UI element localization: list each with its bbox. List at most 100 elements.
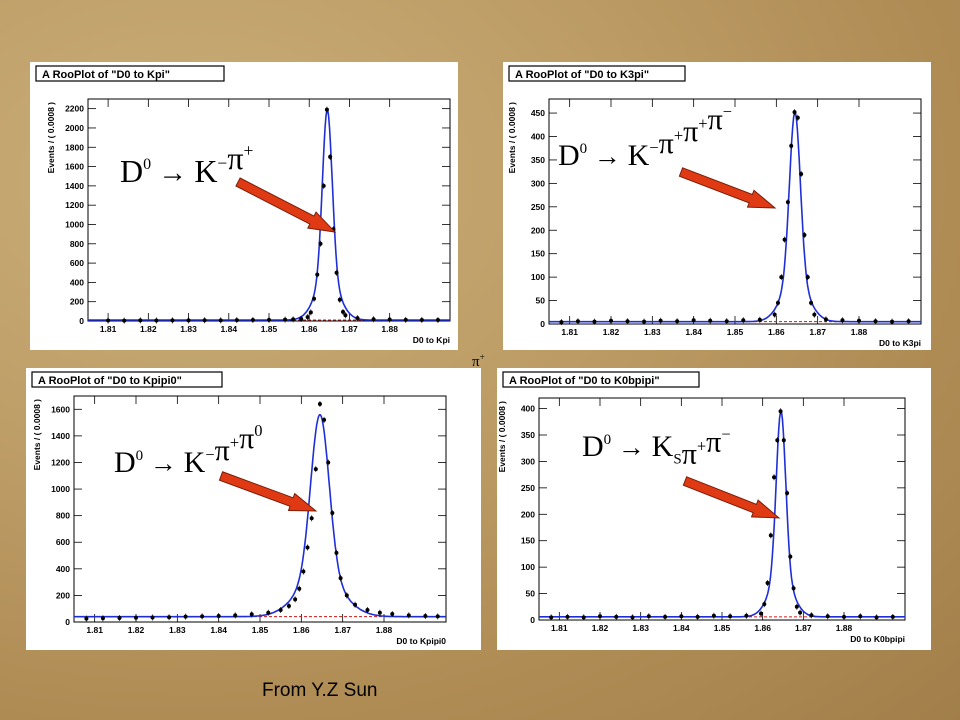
x-tick-label: 1.82	[603, 327, 620, 337]
data-point	[267, 317, 271, 322]
plot-svg-k0bpipi: A RooPlot of "D0 to K0bpipi" 0 50 100 150 200…	[497, 371, 906, 644]
data-point	[785, 491, 790, 496]
data-point	[353, 602, 358, 607]
data-point	[419, 317, 424, 322]
data-point	[122, 318, 127, 323]
data-point	[724, 319, 729, 324]
data-point	[779, 275, 784, 280]
data-point	[695, 614, 700, 619]
data-point	[106, 318, 111, 323]
y-tick-label: 800	[70, 239, 84, 249]
x-axis-label: D0 to Kpi	[413, 335, 450, 345]
x-axis-label: D0 to Kpipi0	[396, 636, 446, 646]
x-tick-label: 1.86	[754, 623, 771, 633]
data-point	[365, 608, 370, 613]
y-tick-label: 0	[540, 319, 545, 329]
x-tick-label: 1.87	[809, 327, 826, 337]
y-axis-label: Events / ( 0.0008 )	[507, 102, 517, 174]
data-point	[768, 533, 773, 538]
y-tick-label: 400	[531, 132, 545, 142]
x-tick-label: 1.87	[334, 625, 351, 635]
x-tick-label: 1.82	[592, 623, 609, 633]
data-point	[315, 272, 320, 277]
data-point	[297, 586, 302, 591]
y-tick-label: 1000	[51, 484, 70, 494]
y-tick-label: 350	[521, 430, 535, 440]
decay-formula: D0 → K−π+	[120, 140, 254, 189]
data-point	[809, 613, 814, 618]
data-point	[283, 317, 288, 322]
formula-particle: K	[184, 446, 206, 479]
x-tick-label: 1.84	[685, 327, 702, 337]
formula-arrow: →	[587, 141, 628, 171]
data-point	[278, 608, 283, 613]
data-point	[890, 614, 895, 619]
y-tick-label: 600	[56, 537, 70, 547]
data-point	[344, 593, 349, 598]
data-point	[200, 614, 205, 619]
data-point	[435, 318, 440, 323]
x-tick-label: 1.87	[341, 324, 358, 334]
y-tick-label: 1400	[65, 181, 84, 191]
plot-title: A RooPlot of "D0 to Kpi"	[42, 69, 170, 81]
data-point	[625, 319, 630, 324]
data-point	[170, 318, 175, 323]
data-point	[371, 317, 376, 322]
x-tick-label: 1.84	[210, 625, 227, 635]
data-point	[809, 300, 814, 305]
data-point	[250, 318, 255, 323]
data-point	[423, 614, 428, 619]
data-point	[789, 143, 794, 148]
x-tick-label: 1.83	[632, 623, 649, 633]
data-point	[565, 614, 570, 619]
red-arrow	[218, 471, 318, 512]
y-tick-label: 250	[521, 483, 535, 493]
red-arrow	[682, 476, 781, 519]
data-point	[873, 319, 878, 324]
formula-charge: +	[244, 140, 254, 160]
data-point	[337, 297, 342, 302]
x-tick-label: 1.82	[128, 625, 145, 635]
data-point	[216, 614, 221, 619]
data-point	[592, 319, 597, 324]
data-point	[792, 110, 797, 115]
formula-particle: π	[239, 422, 254, 455]
data-point	[328, 154, 333, 159]
data-point	[744, 613, 749, 618]
data-point	[202, 318, 207, 323]
data-point	[355, 316, 360, 321]
formula-charge: −	[723, 102, 732, 121]
y-tick-label: 100	[531, 272, 545, 282]
data-point	[334, 270, 339, 275]
data-point	[775, 300, 780, 305]
plot-title: A RooPlot of "D0 to K0bpipi"	[509, 375, 660, 387]
y-tick-label: 2200	[65, 104, 84, 114]
formula-particle: K	[628, 139, 650, 172]
data-point	[795, 115, 800, 120]
data-point	[840, 318, 845, 323]
data-point	[825, 614, 830, 619]
data-point	[150, 615, 155, 620]
x-tick-label: 1.85	[727, 327, 744, 337]
formula-charge: −	[217, 153, 227, 173]
data-point	[100, 616, 105, 621]
data-point	[858, 614, 863, 619]
y-tick-label: 0	[530, 615, 535, 625]
formula-arrow: →	[151, 157, 194, 189]
data-point	[308, 310, 313, 315]
red-arrow	[678, 167, 777, 209]
y-tick-label: 1000	[65, 219, 84, 229]
data-point	[84, 616, 89, 621]
formula-particle: π	[706, 426, 721, 459]
formula-base: D	[114, 446, 136, 479]
data-point	[646, 614, 651, 619]
plot-svg-kpi: A RooPlot of "D0 to Kpi" 0 200 400 600 800 100…	[35, 65, 451, 345]
plot-frame	[73, 395, 447, 623]
x-tick-label: 1.84	[673, 623, 690, 633]
data-point	[781, 438, 786, 443]
plot-panel-kpi: A RooPlot of "D0 to Kpi" 0 200 400 600 800 100…	[30, 62, 458, 350]
y-tick-label: 50	[526, 589, 536, 599]
formula-particle: π	[708, 103, 723, 136]
data-point	[805, 275, 810, 280]
x-tick-label: 1.88	[836, 623, 853, 633]
